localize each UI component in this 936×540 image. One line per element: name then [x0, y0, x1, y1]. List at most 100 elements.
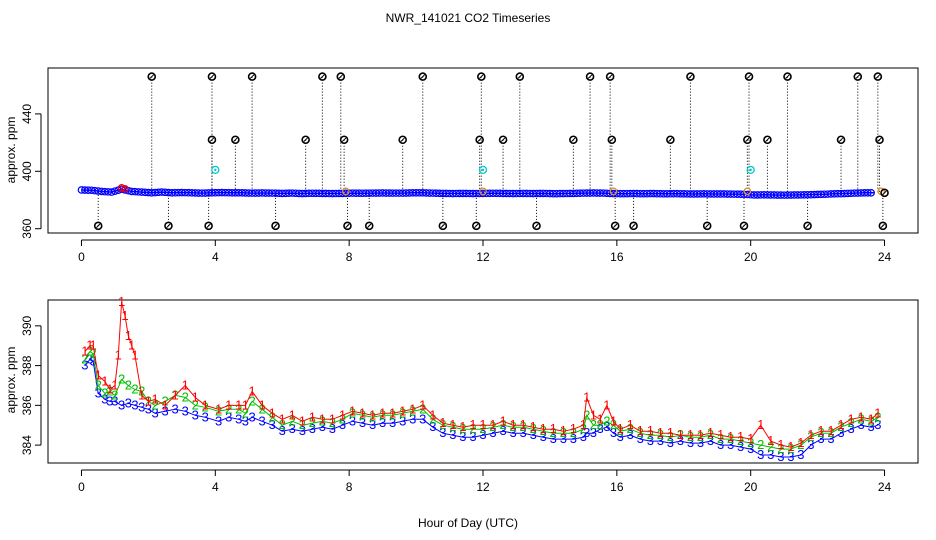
- series-3-marker: 3: [248, 409, 255, 424]
- series-3-marker: 3: [540, 429, 547, 444]
- flagged-point-slash: [166, 223, 171, 228]
- series-3-marker: 3: [409, 411, 416, 426]
- series-1-marker: 1: [106, 381, 113, 396]
- flagged-point-slash: [273, 223, 278, 228]
- series-1-marker: 1: [580, 417, 587, 432]
- flagged-point: [364, 221, 374, 231]
- flagged-point-slash: [341, 137, 347, 142]
- series-2-marker: 2: [580, 421, 587, 436]
- red-point: [121, 184, 129, 193]
- series-2-marker: 2: [757, 437, 764, 452]
- series-2-marker: 2: [596, 417, 603, 432]
- series-3-marker: 3: [161, 403, 168, 418]
- series-1-marker: 1: [182, 377, 189, 392]
- series-1-marker: 1: [95, 368, 102, 383]
- series-1-marker: 1: [215, 401, 222, 416]
- flagged-point: [743, 135, 752, 145]
- series-1-marker: 1: [777, 437, 784, 452]
- series-2-marker: 2: [81, 352, 88, 367]
- series-2-marker: 2: [707, 427, 714, 442]
- flagged-point-slash: [688, 74, 693, 79]
- series-1-marker: 1: [717, 427, 724, 442]
- flagged-point: [610, 221, 620, 231]
- baseline-point: [107, 188, 116, 196]
- series-2-marker: 2: [797, 437, 804, 452]
- series-2-marker: 2: [647, 427, 654, 442]
- series-2-marker: 2: [161, 393, 168, 408]
- series-3-marker: 3: [509, 425, 516, 440]
- series-3-marker: 3: [439, 425, 446, 440]
- series-3-marker: 3: [757, 447, 764, 462]
- cyan-point-center: [214, 168, 217, 172]
- series-3-marker: 3: [319, 419, 326, 434]
- series-3-marker: 3: [81, 358, 88, 373]
- series-2-marker: 2: [409, 403, 416, 418]
- flagged-point-slash: [338, 74, 343, 79]
- flagged-point: [803, 221, 812, 231]
- series-3-marker: 3: [289, 421, 296, 436]
- series-3-marker: 3: [570, 431, 577, 446]
- series-1-marker: 1: [309, 409, 316, 424]
- series-1-marker: 1: [637, 423, 644, 438]
- series-1-marker: 1: [419, 397, 426, 412]
- series-3-marker: 3: [182, 403, 189, 418]
- series-1-marker: 1: [583, 389, 590, 404]
- series-2-marker: 2: [151, 397, 158, 412]
- series-1-marker: 1: [138, 387, 145, 402]
- series-3-marker: 3: [329, 421, 336, 436]
- series-2-marker: 2: [225, 401, 232, 416]
- cyan-point: [478, 165, 488, 175]
- series-3-marker: 3: [617, 429, 624, 444]
- flagged-point: [875, 135, 884, 145]
- flagged-point: [477, 72, 486, 81]
- series-2-marker: 2: [329, 415, 336, 430]
- bottom-panel-x-tick-label: 12: [476, 480, 490, 494]
- series-3-marker: 3: [657, 433, 664, 448]
- series-3-marker: 3: [369, 417, 376, 432]
- series-2-marker: 2: [717, 431, 724, 446]
- series-1-marker: 1: [757, 417, 764, 432]
- series-3-marker: 3: [279, 423, 286, 438]
- series-2-marker: 2: [777, 441, 784, 456]
- series-2-marker: 2: [687, 429, 694, 444]
- series-2-marker: 2: [101, 385, 108, 400]
- series-2-marker: 2: [570, 425, 577, 440]
- flagged-point-slash: [608, 74, 613, 79]
- series-3-marker: 3: [677, 433, 684, 448]
- flagged-point-slash: [741, 223, 747, 228]
- series-2-marker: 2: [874, 409, 881, 424]
- series-3-marker: 3: [111, 393, 118, 408]
- series-1-marker: 1: [399, 403, 406, 418]
- cyan-point: [746, 165, 755, 175]
- series-3-marker: 3: [520, 425, 527, 440]
- series-2-marker: 2: [90, 346, 97, 361]
- series-1-marker: 1: [349, 403, 356, 418]
- series-2-marker: 2: [530, 421, 537, 436]
- series-3-marker: 3: [530, 427, 537, 442]
- series-3-marker: 3: [131, 397, 138, 412]
- series-3-marker: 3: [489, 425, 496, 440]
- series-1-marker: 1: [101, 374, 108, 389]
- series-1-line: [84, 301, 879, 448]
- bottom-panel-x-tick-label: 0: [78, 480, 85, 494]
- top-panel-x-tick-label: 16: [610, 250, 624, 264]
- series-3-marker: 3: [145, 401, 152, 416]
- series-2-marker: 2: [520, 419, 527, 434]
- series-1-marker: 1: [202, 397, 209, 412]
- series-1-marker: 1: [121, 308, 128, 323]
- bottom-panel-x-tick-label: 8: [346, 480, 353, 494]
- flagged-point-slash: [479, 74, 484, 79]
- series-2-marker: 2: [86, 344, 93, 359]
- flagged-point: [744, 72, 754, 81]
- flagged-point: [763, 135, 772, 145]
- series-3-marker: 3: [777, 449, 784, 464]
- series-1-marker: 1: [570, 421, 577, 436]
- series-3-marker: 3: [449, 427, 456, 442]
- series-2-marker: 2: [131, 381, 138, 396]
- top-panel-ylabel: approx. ppm: [4, 117, 18, 184]
- flagged-point-slash: [705, 223, 710, 228]
- series-1-marker: 1: [379, 405, 386, 420]
- series-2-marker: 2: [787, 441, 794, 456]
- flagged-point: [398, 135, 407, 145]
